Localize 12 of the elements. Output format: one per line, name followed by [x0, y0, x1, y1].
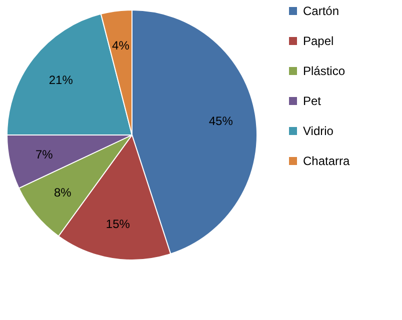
data-label: 4%: [112, 38, 130, 53]
legend-label: Pet: [303, 94, 322, 108]
data-label: 21%: [48, 72, 74, 87]
data-label: 15%: [106, 216, 130, 231]
legend-label: Chatarra: [303, 154, 350, 168]
legend-label: Papel: [303, 34, 334, 48]
legend-label: Plástico: [303, 64, 346, 78]
data-label: 7%: [35, 148, 54, 162]
legend-label: Cartón: [303, 4, 340, 18]
legend-label: Vidrio: [303, 124, 334, 138]
data-label: 8%: [54, 185, 72, 200]
data-label: 45%: [208, 114, 234, 128]
